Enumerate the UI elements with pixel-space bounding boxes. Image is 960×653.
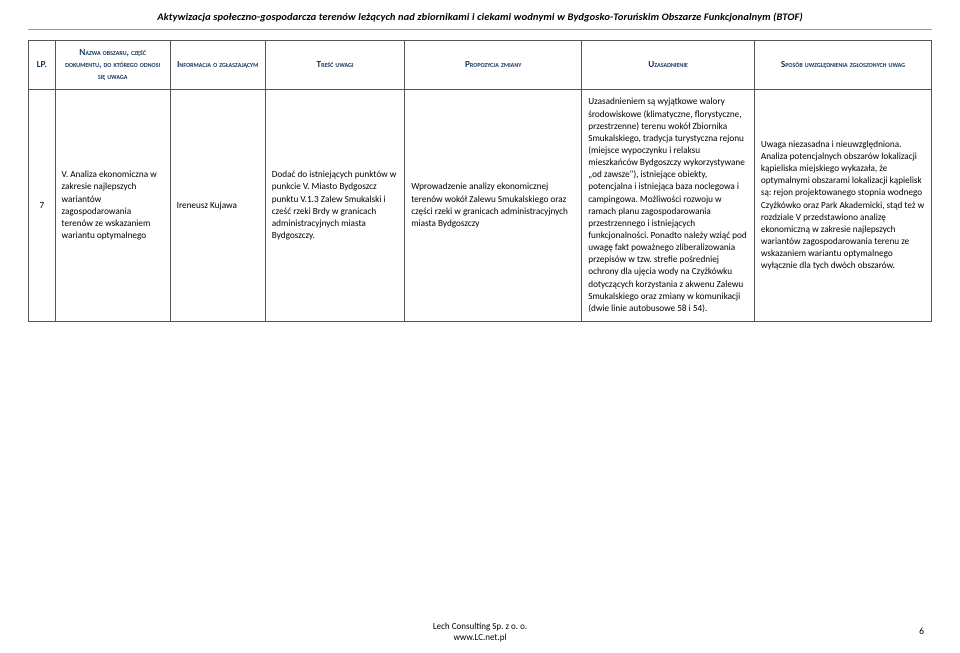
footer-line2: www.LC.net.pl bbox=[0, 632, 960, 643]
cell-submitter: Ireneusz Kujawa bbox=[170, 90, 265, 322]
col-submitter: Informacja o zgłaszającym bbox=[170, 41, 265, 90]
cell-proposal: Wprowadzenie analizy ekonomicznej terenó… bbox=[405, 90, 582, 322]
cell-resolution: Uwaga niezasadna i nieuwzględniona. Anal… bbox=[754, 90, 931, 322]
cell-area: V. Analiza ekonomiczna w zakresie najlep… bbox=[55, 90, 170, 322]
table-row: 7 V. Analiza ekonomiczna w zakresie najl… bbox=[29, 90, 932, 322]
page-title: Aktywizacja społeczno-gospodarcza terenó… bbox=[28, 8, 932, 30]
col-justification: Uzasadnienie bbox=[582, 41, 755, 90]
cell-justification: Uzasadnieniem są wyjątkowe walory środow… bbox=[582, 90, 755, 322]
footer-line1: Lech Consulting Sp. z o. o. bbox=[0, 621, 960, 632]
col-proposal: Propozycja zmiany bbox=[405, 41, 582, 90]
page-number: 6 bbox=[919, 625, 924, 637]
cell-lp: 7 bbox=[29, 90, 56, 322]
table-header-row: LP. Nazwa obszaru, część dokumentu, do k… bbox=[29, 41, 932, 90]
col-area: Nazwa obszaru, część dokumentu, do które… bbox=[55, 41, 170, 90]
col-lp: LP. bbox=[29, 41, 56, 90]
col-resolution: Sposób uwzględnienia zgłoszonych uwag bbox=[754, 41, 931, 90]
col-content: Treść uwagi bbox=[265, 41, 404, 90]
cell-content: Dodać do istniejących punktów w punkcie … bbox=[265, 90, 404, 322]
page-footer: Lech Consulting Sp. z o. o. www.LC.net.p… bbox=[0, 621, 960, 643]
comments-table: LP. Nazwa obszaru, część dokumentu, do k… bbox=[28, 40, 932, 322]
document-page: Aktywizacja społeczno-gospodarcza terenó… bbox=[0, 0, 960, 653]
